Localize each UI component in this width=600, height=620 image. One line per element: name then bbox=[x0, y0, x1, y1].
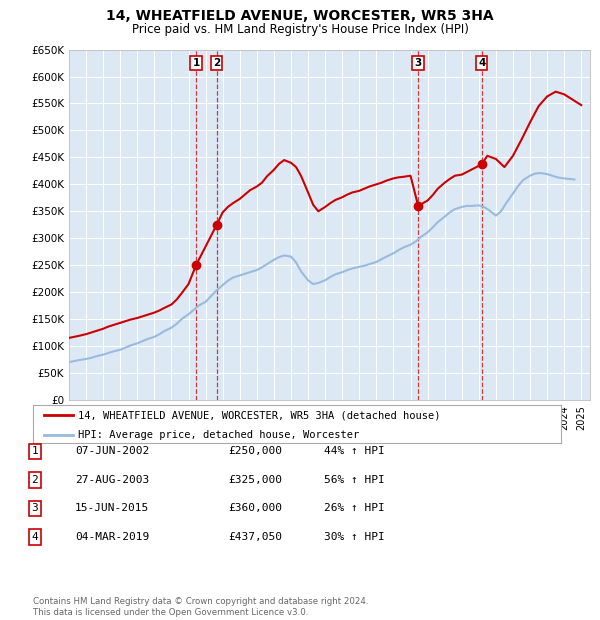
Text: 2: 2 bbox=[31, 475, 38, 485]
Text: 15-JUN-2015: 15-JUN-2015 bbox=[75, 503, 149, 513]
Text: 4: 4 bbox=[31, 532, 38, 542]
Text: 3: 3 bbox=[415, 58, 422, 68]
Text: £325,000: £325,000 bbox=[228, 475, 282, 485]
Text: HPI: Average price, detached house, Worcester: HPI: Average price, detached house, Worc… bbox=[78, 430, 359, 440]
Text: 2: 2 bbox=[213, 58, 220, 68]
Text: 56% ↑ HPI: 56% ↑ HPI bbox=[324, 475, 385, 485]
Text: 30% ↑ HPI: 30% ↑ HPI bbox=[324, 532, 385, 542]
Text: 26% ↑ HPI: 26% ↑ HPI bbox=[324, 503, 385, 513]
Text: Contains HM Land Registry data © Crown copyright and database right 2024.
This d: Contains HM Land Registry data © Crown c… bbox=[33, 598, 368, 617]
Text: Price paid vs. HM Land Registry's House Price Index (HPI): Price paid vs. HM Land Registry's House … bbox=[131, 23, 469, 36]
Text: 14, WHEATFIELD AVENUE, WORCESTER, WR5 3HA (detached house): 14, WHEATFIELD AVENUE, WORCESTER, WR5 3H… bbox=[78, 410, 440, 420]
Text: 4: 4 bbox=[478, 58, 485, 68]
Text: 27-AUG-2003: 27-AUG-2003 bbox=[75, 475, 149, 485]
Text: 07-JUN-2002: 07-JUN-2002 bbox=[75, 446, 149, 456]
Text: 14, WHEATFIELD AVENUE, WORCESTER, WR5 3HA: 14, WHEATFIELD AVENUE, WORCESTER, WR5 3H… bbox=[106, 9, 494, 24]
Text: £250,000: £250,000 bbox=[228, 446, 282, 456]
Text: 3: 3 bbox=[31, 503, 38, 513]
Text: £437,050: £437,050 bbox=[228, 532, 282, 542]
Text: 44% ↑ HPI: 44% ↑ HPI bbox=[324, 446, 385, 456]
Text: 04-MAR-2019: 04-MAR-2019 bbox=[75, 532, 149, 542]
Text: 1: 1 bbox=[193, 58, 200, 68]
Text: £360,000: £360,000 bbox=[228, 503, 282, 513]
Text: 1: 1 bbox=[31, 446, 38, 456]
